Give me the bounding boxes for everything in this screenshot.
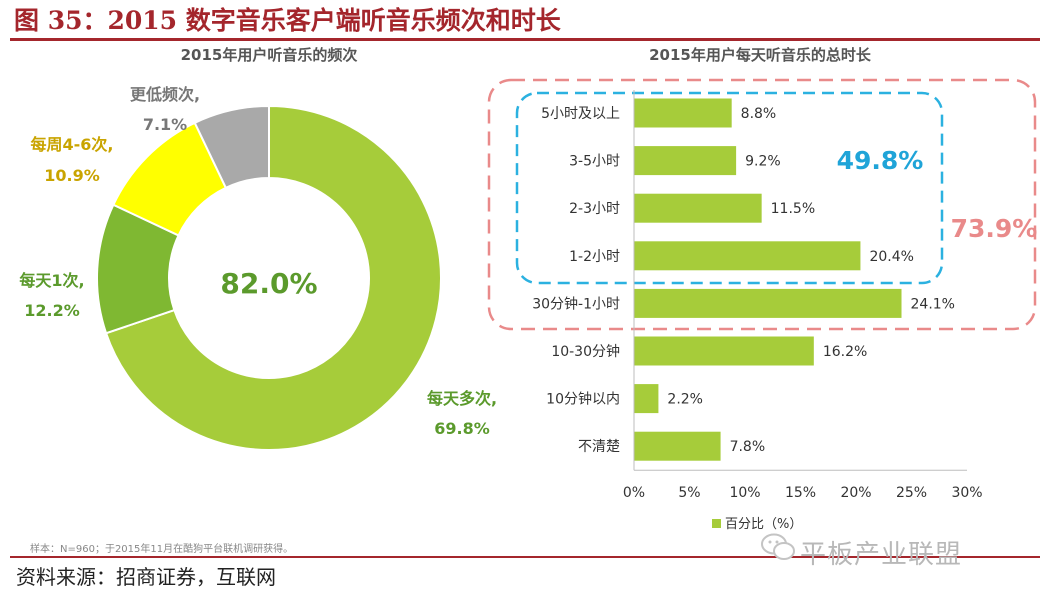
category-label: 30分钟-1小时 [532,295,620,312]
donut-slice-value: 7.1% [143,115,187,134]
bar [634,146,737,176]
x-tick-label: 10% [729,485,760,501]
title-rule [10,38,1040,41]
bar [634,336,814,366]
bar [634,431,721,461]
category-label: 5小时及以上 [541,106,620,122]
donut-slice [104,104,442,451]
wechat-icon [761,533,795,560]
category-label: 不清楚 [578,439,620,455]
bar-value-label: 9.2% [745,154,781,170]
donut-slice [193,104,270,190]
bar [634,384,659,414]
category-label: 1-2小时 [569,249,620,265]
donut-slice-name: 每天多次, [427,389,497,408]
bar [634,98,732,128]
bar [634,241,861,271]
donut-slices [96,104,442,451]
bar-chart: 2015年用户每天听音乐的总时长 5小时及以上 8.8% 3-5小时 9.2% 2-3小… [487,46,1038,532]
bar-value-label: 20.4% [869,249,913,265]
x-axis: 0% 5% 10% 15% 20% 25% 30% [623,90,983,501]
legend-swatch [712,519,721,528]
annotation-73-9: 73.9% [951,214,1038,243]
annotation-49-8: 49.8% [837,146,924,175]
bar-value-label: 16.2% [823,344,867,360]
bar-value-label: 8.8% [741,106,777,122]
donut-slice-name: 每天1次, [19,271,84,290]
x-tick-label: 25% [896,485,927,501]
group-outline-73 [487,78,1037,331]
legend-label: 百分比（%） [725,517,802,532]
x-tick-label: 15% [785,485,816,501]
sample-note: 样本：N=960；于2015年11月在酷狗平台联机调研获得。 [30,544,294,555]
donut-slice-value: 10.9% [44,166,100,185]
donut-slice-name: 更低频次, [130,85,200,104]
footer-rule [10,556,1040,558]
bars: 5小时及以上 8.8% 3-5小时 9.2% 2-3小时 11.5% 1-2小时 20.4% 3… [532,98,955,461]
donut-slice-labels: 每天多次, 69.8% 每天1次, 12.2% 每周4-6次, 10.9% 更低频次, 7.1… [19,85,497,438]
figure-title: 图 35：2015 数字音乐客户端听音乐频次和时长 [14,6,561,35]
donut-slice-value: 12.2% [24,301,80,320]
donut-center-label: 82.0% [220,267,317,300]
watermark: 平板产业联盟 [800,540,963,570]
donut-slice-name: 每周4-6次, [31,135,114,154]
bar [634,193,762,223]
category-label: 3-5小时 [569,154,620,170]
donut-chart: 2015年用户听音乐的频次 82.0% 每天多次, 69.8% 每天1次, 12.2%… [19,46,497,451]
x-tick-label: 20% [840,485,871,501]
bar-value-label: 24.1% [911,296,955,312]
group-outline-49 [515,91,944,285]
category-label: 10分钟以内 [546,391,620,408]
category-label: 10-30分钟 [551,343,620,360]
bar-value-label: 11.5% [771,201,815,217]
x-tick-label: 5% [678,485,700,501]
bar-value-label: 2.2% [667,392,703,408]
x-tick-label: 0% [623,485,645,501]
source-text: 资料来源：招商证券，互联网 [16,565,276,589]
bar [634,288,902,318]
donut-chart-title: 2015年用户听音乐的频次 [181,46,358,64]
x-tick-label: 30% [951,485,982,501]
category-label: 2-3小时 [569,201,620,217]
donut-slice-value: 69.8% [434,419,490,438]
bar-value-label: 7.8% [730,439,766,455]
bar-chart-title: 2015年用户每天听音乐的总时长 [649,46,872,64]
